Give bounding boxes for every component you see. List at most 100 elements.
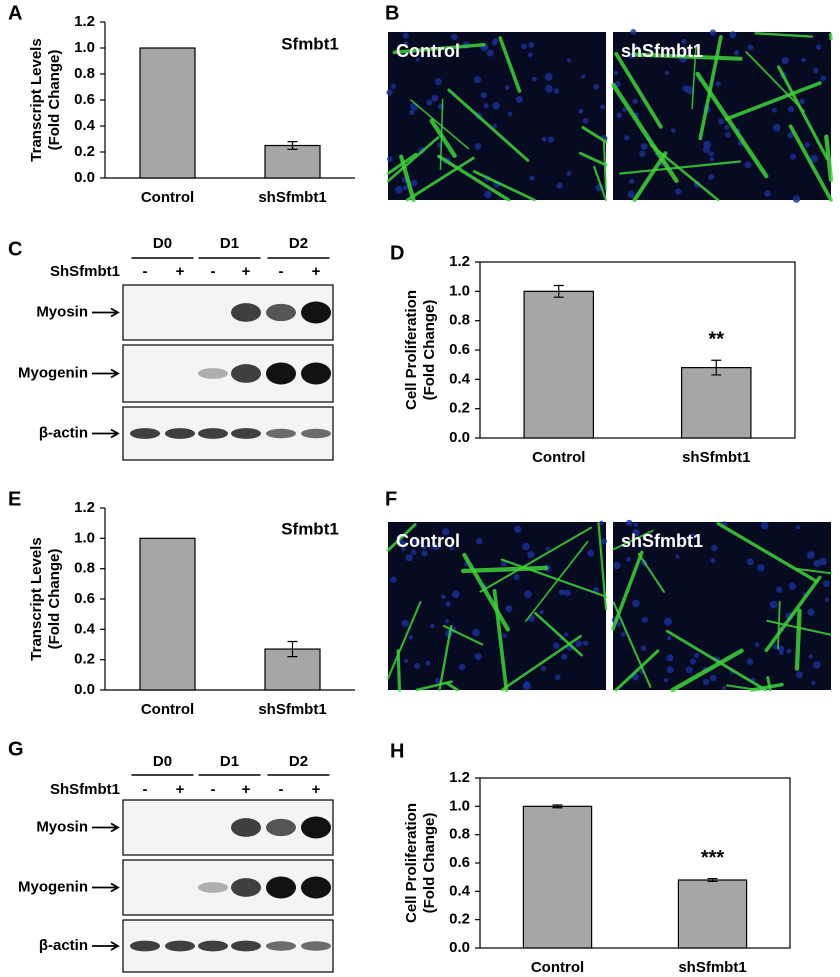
lane-sign: -	[279, 781, 284, 798]
row-label: ShSfmbt1	[50, 263, 120, 280]
nucleus	[820, 75, 827, 82]
nucleus	[815, 44, 822, 50]
nucleus	[486, 49, 494, 57]
nucleus	[813, 661, 821, 669]
nucleus	[801, 58, 806, 63]
y-axis-label: Cell Proliferation	[403, 290, 420, 410]
lane-sign: -	[279, 263, 284, 280]
bar	[680, 367, 752, 439]
nucleus	[769, 600, 778, 609]
arrow	[92, 941, 120, 951]
myotube	[665, 629, 767, 692]
day-label: D1	[220, 753, 239, 770]
nucleus	[514, 525, 522, 533]
y-tick-label: 0.2	[449, 911, 470, 928]
nucleus	[394, 185, 403, 194]
nucleus	[626, 556, 631, 562]
nucleus	[527, 551, 535, 559]
nucleus	[663, 677, 669, 683]
protein-label: Myogenin	[18, 878, 88, 895]
nucleus	[566, 58, 572, 63]
myotube	[405, 156, 475, 202]
nucleus	[445, 601, 451, 607]
nucleus	[811, 680, 816, 686]
nucleus	[746, 558, 754, 566]
myotube	[500, 558, 608, 598]
band	[198, 940, 228, 952]
row-label: ShSfmbt1	[50, 781, 120, 798]
protein-label: Myosin	[36, 818, 88, 835]
nucleus	[491, 40, 498, 46]
nucleus	[807, 551, 815, 560]
nucleus	[777, 645, 785, 653]
error-bar	[707, 877, 718, 883]
nucleus	[524, 590, 532, 598]
arrow	[92, 307, 120, 318]
nucleus	[694, 652, 700, 658]
myotube	[524, 540, 589, 622]
lane-sign: +	[312, 781, 321, 798]
nucleus	[747, 44, 754, 51]
plot-frame	[479, 777, 791, 949]
myotube	[670, 648, 744, 693]
panel-letter: A	[8, 2, 22, 24]
arrow	[92, 428, 120, 439]
nucleus	[402, 32, 409, 39]
nucleus	[715, 81, 721, 87]
nucleus	[408, 109, 415, 116]
myotube	[764, 575, 822, 653]
myotube	[392, 42, 486, 55]
myotube	[614, 649, 660, 692]
nucleus	[431, 542, 440, 551]
nucleus	[386, 89, 393, 96]
nucleus	[403, 658, 409, 663]
nucleus	[402, 185, 408, 191]
nucleus	[804, 142, 810, 148]
error-bar	[552, 804, 563, 809]
nucleus	[632, 528, 640, 537]
nucleus	[711, 544, 718, 552]
nucleus	[401, 546, 406, 552]
arrow	[92, 368, 120, 379]
nucleus	[425, 660, 431, 666]
nucleus	[772, 644, 778, 650]
y-tick-label: 0.0	[449, 429, 470, 446]
nucleus	[413, 538, 421, 546]
nucleus	[532, 76, 537, 82]
nucleus	[544, 72, 553, 81]
nucleus	[796, 525, 801, 530]
y-tick-label: 0.6	[74, 91, 95, 108]
x-tick-label: Control	[141, 701, 194, 718]
panel-letter: B	[385, 2, 399, 24]
nucleus	[474, 143, 482, 150]
myotube	[462, 552, 510, 632]
band	[231, 818, 261, 837]
nucleus	[442, 528, 450, 536]
nucleus	[779, 650, 784, 655]
nucleus	[515, 95, 523, 104]
nucleus	[632, 44, 638, 50]
myotube	[777, 65, 829, 161]
nucleus	[401, 619, 409, 627]
nucleus	[633, 522, 639, 528]
nucleus	[733, 50, 740, 56]
band	[130, 428, 160, 439]
myotube	[386, 601, 422, 680]
error-bar	[553, 284, 564, 298]
nucleus	[582, 117, 589, 124]
nucleus	[616, 112, 623, 119]
myotube	[695, 71, 769, 179]
myotube	[386, 523, 417, 552]
nucleus	[746, 658, 754, 665]
band	[266, 362, 296, 385]
lane-sign: -	[143, 781, 148, 798]
arrow	[92, 882, 120, 893]
y-tick-label: 1.2	[449, 769, 470, 786]
y-tick-label: 1.0	[74, 529, 95, 546]
nucleus	[640, 645, 647, 651]
nucleus	[529, 175, 535, 181]
y-tick-label: 1.0	[449, 797, 470, 814]
y-tick-label: 0.4	[74, 117, 96, 134]
nucleus	[702, 146, 711, 154]
x-tick-label: Control	[531, 959, 584, 976]
